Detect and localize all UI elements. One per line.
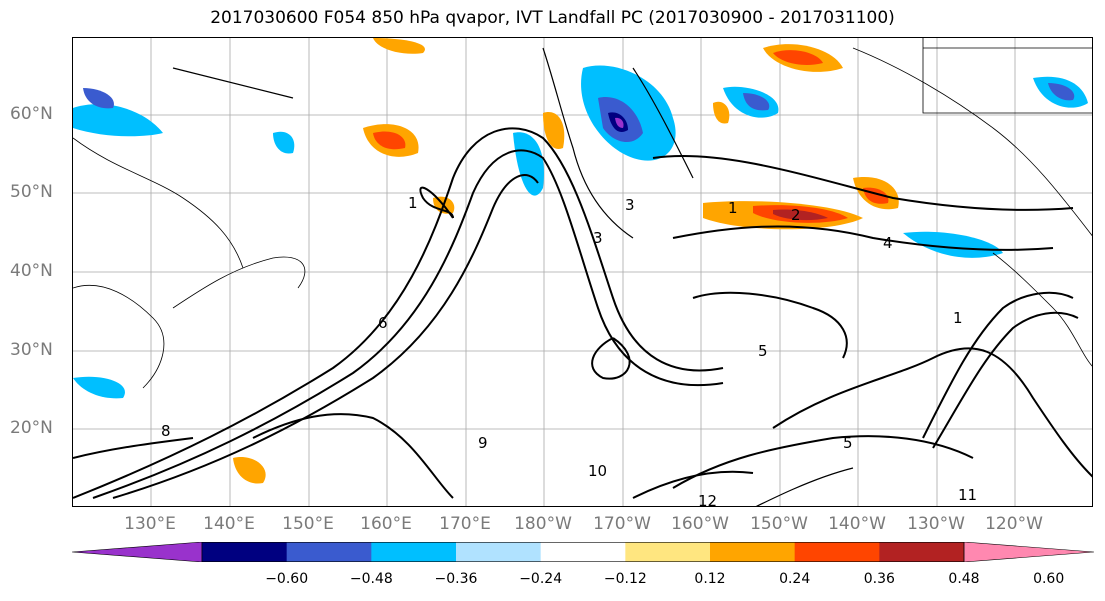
lon-label-130w: 130°W [907, 514, 965, 534]
lat-label-60n: 60°N [10, 104, 53, 124]
contour-label: 4 [883, 234, 893, 252]
contour-label: 10 [588, 462, 607, 480]
contour-label: 2 [791, 206, 801, 224]
map-title: 2017030600 F054 850 hPa qvapor, IVT Land… [210, 8, 895, 28]
contour-label: 1 [953, 309, 963, 327]
lon-label-150w: 150°W [750, 514, 808, 534]
lat-label-40n: 40°N [10, 261, 53, 281]
lon-label-180w: 180°W [514, 514, 572, 534]
contour-label: 8 [161, 422, 171, 440]
contour-labels: 1 1 2 3 3 4 5 6 8 9 10 11 12 5 1 [161, 194, 977, 507]
colorbar-tick-label: −0.36 [434, 571, 478, 587]
lon-label-150e: 150°E [282, 514, 334, 534]
colorbar-extend-high [963, 541, 1095, 563]
colorbar-swatch [456, 542, 542, 562]
colorbar-swatch [710, 542, 796, 562]
qvapor-shading [73, 38, 1088, 484]
colorbar-swatch [202, 542, 288, 562]
colorbar-swatch [286, 542, 372, 562]
colorbar-swatch [879, 542, 965, 562]
colorbar-tick-label: 0.60 [1033, 571, 1065, 587]
lon-label-130e: 130°E [124, 514, 176, 534]
contour-label: 5 [758, 342, 768, 360]
colorbar [71, 541, 1095, 563]
lon-label-140w: 140°W [828, 514, 886, 534]
lon-label-170w: 170°W [593, 514, 651, 534]
contour-label: 1 [728, 199, 738, 217]
ivt-contours [73, 127, 1092, 499]
contour-label: 3 [593, 229, 603, 247]
contour-label: 3 [625, 196, 635, 214]
lon-label-160e: 160°E [360, 514, 412, 534]
contour-label: 12 [698, 492, 717, 507]
lat-label-50n: 50°N [10, 182, 53, 202]
colorbar-tick-label: 0.12 [694, 571, 726, 587]
colorbar-swatch [625, 542, 711, 562]
coastlines [73, 38, 1092, 389]
contour-label: 5 [843, 434, 853, 452]
colorbar-tick-label: 0.36 [863, 571, 895, 587]
colorbar-tick-label: 0.48 [948, 571, 980, 587]
colorbar-tick-label: −0.48 [349, 571, 393, 587]
lon-label-160w: 160°W [671, 514, 729, 534]
colorbar-extend-low [71, 541, 203, 563]
lon-label-140e: 140°E [203, 514, 255, 534]
lon-label-120w: 120°W [985, 514, 1043, 534]
colorbar-tick-label: −0.12 [603, 571, 647, 587]
contour-label: 9 [478, 434, 488, 452]
map-panel: 1 1 2 3 3 4 5 6 8 9 10 11 12 5 1 [72, 37, 1093, 507]
colorbar-tick-label: −0.60 [265, 571, 309, 587]
map-plot: 1 1 2 3 3 4 5 6 8 9 10 11 12 5 1 [73, 38, 1092, 507]
contour-label: 11 [958, 486, 977, 504]
lat-label-20n: 20°N [10, 418, 53, 438]
colorbar-tick-label: 0.24 [779, 571, 811, 587]
contour-label: 1 [408, 194, 418, 212]
colorbar-outline [201, 542, 965, 562]
colorbar-swatch [794, 542, 880, 562]
contour-label: 6 [378, 314, 388, 332]
colorbar-tick-label: −0.24 [519, 571, 563, 587]
colorbar-svg [71, 541, 1095, 563]
lat-label-30n: 30°N [10, 340, 53, 360]
colorbar-swatch [371, 542, 457, 562]
colorbar-swatch [540, 542, 626, 562]
ivt-contours-thin [172, 47, 854, 506]
lon-label-170e: 170°E [439, 514, 491, 534]
